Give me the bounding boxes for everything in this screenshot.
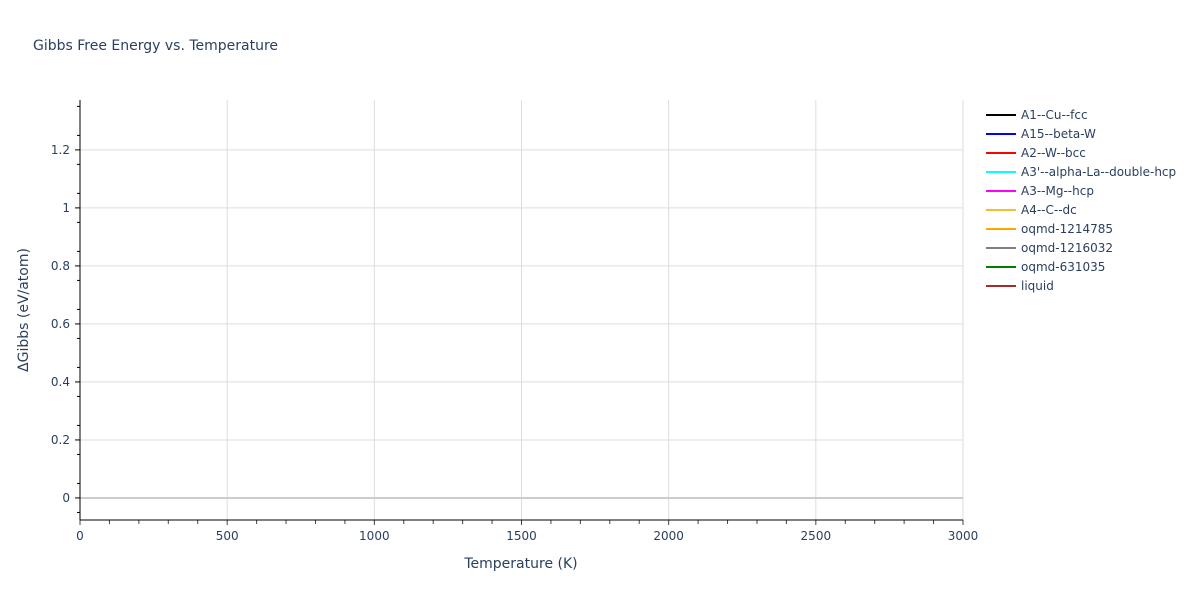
y-axis-label: ΔGibbs (eV/atom) <box>16 248 32 372</box>
x-tick-label: 500 <box>216 529 239 543</box>
y-tick-label: 0.8 <box>51 259 70 273</box>
x-tick-label: 2500 <box>801 529 832 543</box>
legend-item[interactable]: oqmd-631035 <box>986 260 1105 274</box>
legend-label: A3--Mg--hcp <box>1021 184 1094 198</box>
legend-label: A1--Cu--fcc <box>1021 108 1088 122</box>
legend-item[interactable]: A4--C--dc <box>986 203 1077 217</box>
legend-item[interactable]: oqmd-1214785 <box>986 222 1113 236</box>
x-tick-label: 1500 <box>506 529 537 543</box>
legend-label: A4--C--dc <box>1021 203 1077 217</box>
y-tick-label: 0.4 <box>51 375 70 389</box>
y-tick-label: 1.2 <box>51 143 70 157</box>
legend-label: A15--beta-W <box>1021 127 1096 141</box>
legend-label: oqmd-631035 <box>1021 260 1105 274</box>
y-tick-label: 0 <box>62 491 70 505</box>
y-tick-label: 0.2 <box>51 433 70 447</box>
legend-label: A3'--alpha-La--double-hcp <box>1021 165 1176 179</box>
x-tick-label: 2000 <box>653 529 684 543</box>
legend-item[interactable]: oqmd-1216032 <box>986 241 1113 255</box>
x-tick-label: 3000 <box>948 529 979 543</box>
legend-label: oqmd-1214785 <box>1021 222 1113 236</box>
legend-item[interactable]: A1--Cu--fcc <box>986 108 1088 122</box>
legend-item[interactable]: A3--Mg--hcp <box>986 184 1094 198</box>
x-tick-label: 1000 <box>359 529 390 543</box>
legend-item[interactable]: A2--W--bcc <box>986 146 1086 160</box>
x-axis-label: Temperature (K) <box>463 556 577 572</box>
x-tick-label: 0 <box>76 529 84 543</box>
legend-item[interactable]: A15--beta-W <box>986 127 1096 141</box>
y-tick-label: 0.6 <box>51 317 70 331</box>
y-tick-label: 1 <box>62 201 70 215</box>
legend-label: liquid <box>1021 279 1054 293</box>
legend-label: A2--W--bcc <box>1021 146 1086 160</box>
legend-label: oqmd-1216032 <box>1021 241 1113 255</box>
legend-item[interactable]: liquid <box>986 279 1054 293</box>
chart-title: Gibbs Free Energy vs. Temperature <box>33 38 278 54</box>
legend-item[interactable]: A3'--alpha-La--double-hcp <box>986 165 1176 179</box>
